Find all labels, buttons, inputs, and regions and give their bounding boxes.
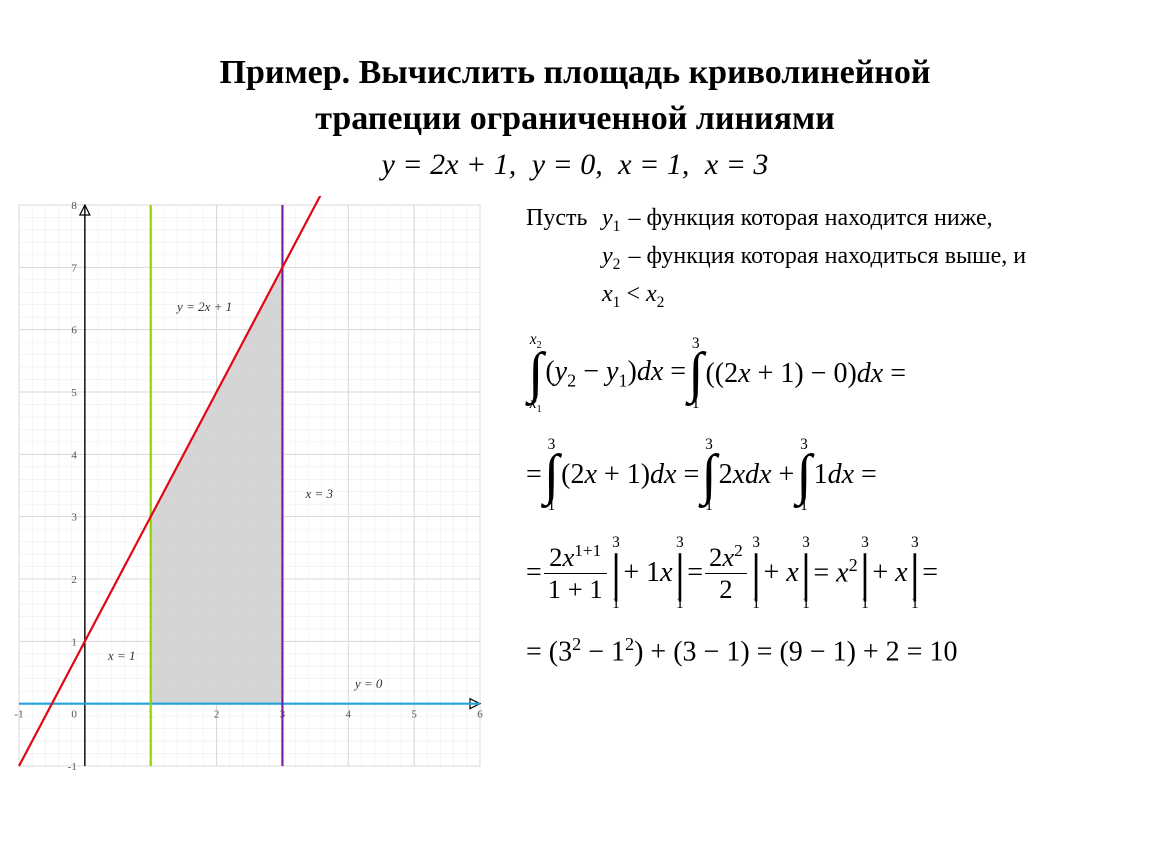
integral-icon: 3 ∫ 1 (701, 437, 716, 513)
integral-icon: 3 ∫ 1 (544, 437, 559, 513)
svg-text:1: 1 (71, 636, 77, 648)
chart-svg: -1123456-1123456780y = 2x + 1y = 0x = 1x… (10, 196, 510, 796)
math-derivation: x2 ∫ x1 (y2 − y1)dx = 3 ∫ 1 ((2x + 1) − … (526, 332, 1140, 670)
svg-text:7: 7 (71, 262, 77, 274)
title-line-2: трапеции ограниченной линиями (315, 100, 835, 137)
svg-text:y = 2x + 1: y = 2x + 1 (175, 299, 232, 314)
svg-text:5: 5 (71, 387, 77, 399)
svg-text:8: 8 (71, 200, 77, 212)
eval-bar-icon: 3 | 1 (611, 535, 622, 611)
eval-bar-icon: 3 | 1 (751, 535, 762, 611)
svg-text:-1: -1 (68, 761, 77, 773)
eval-bar-icon: 3 | 1 (860, 535, 871, 611)
math-row-1: x2 ∫ x1 (y2 − y1)dx = 3 ∫ 1 ((2x + 1) − … (526, 332, 1140, 415)
integral-icon: 3 ∫ 1 (688, 336, 703, 412)
svg-text:x = 1: x = 1 (107, 648, 136, 663)
svg-text:2: 2 (71, 574, 77, 586)
math-row-3: = 2x1+1 1 + 1 3 | 1 + 1x 3 | (526, 535, 1140, 611)
svg-text:y = 0: y = 0 (353, 676, 383, 691)
eval-bar-icon: 3 | 1 (801, 535, 812, 611)
svg-text:2: 2 (214, 708, 220, 720)
svg-text:x = 3: x = 3 (304, 486, 333, 501)
eval-bar-icon: 3 | 1 (910, 535, 921, 611)
svg-text:5: 5 (411, 708, 417, 720)
bounding-equations: y = 2x + 1, y = 0, x = 1, x = 3 (0, 148, 1150, 182)
svg-text:4: 4 (71, 449, 77, 461)
svg-text:3: 3 (71, 511, 77, 523)
let-y1-desc: – функция которая находится ниже, (628, 200, 992, 236)
let-y2-desc: – функция которая находиться выше, и (628, 238, 1026, 274)
svg-text:6: 6 (477, 708, 483, 720)
math-row-4: = (32 − 12) + (3 − 1) = (9 − 1) + 2 = 10 (526, 633, 1140, 671)
let-inequality: x1 < x2 (602, 276, 664, 314)
let-block: Пусть y1 – функция которая находится ниж… (526, 200, 1140, 315)
svg-text:6: 6 (71, 324, 77, 336)
svg-text:4: 4 (346, 708, 352, 720)
math-row-2: = 3 ∫ 1 (2x + 1)dx = 3 ∫ 1 2xdx + 3 (526, 437, 1140, 513)
integral-icon: 3 ∫ 1 (796, 437, 811, 513)
svg-text:0: 0 (71, 708, 77, 720)
svg-text:-1: -1 (14, 708, 23, 720)
solution-panel: Пусть y1 – функция которая находится ниж… (510, 196, 1140, 693)
graph-panel: -1123456-1123456780y = 2x + 1y = 0x = 1x… (10, 196, 510, 801)
page-title: Пример. Вычислить площадь криволинейной … (60, 50, 1090, 142)
title-line-1: Пример. Вычислить площадь криволинейной (220, 54, 931, 91)
integral-icon: x2 ∫ x1 (528, 332, 543, 415)
eval-bar-icon: 3 | 1 (675, 535, 686, 611)
let-word: Пусть (526, 200, 594, 236)
